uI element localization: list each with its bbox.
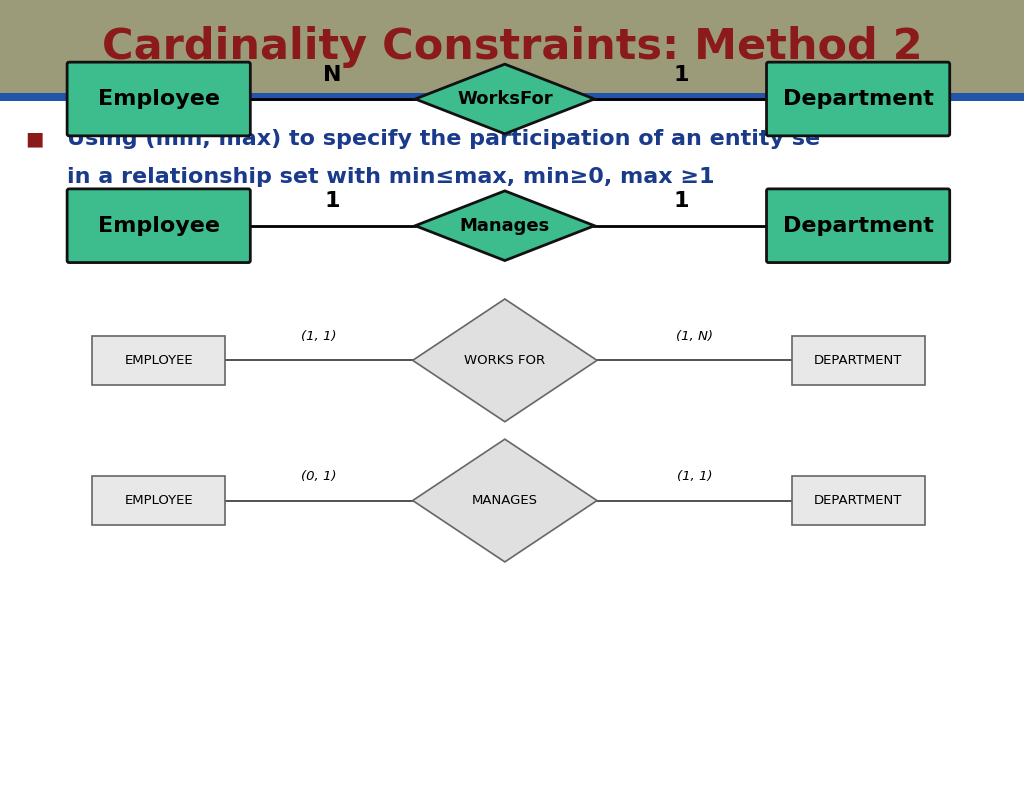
FancyBboxPatch shape	[92, 476, 225, 525]
Polygon shape	[413, 299, 597, 421]
Text: EMPLOYEE: EMPLOYEE	[124, 494, 194, 507]
Text: 1: 1	[674, 192, 689, 211]
Text: MANAGES: MANAGES	[472, 494, 538, 507]
Text: WORKS FOR: WORKS FOR	[464, 354, 546, 367]
Text: (1, 1): (1, 1)	[301, 330, 337, 343]
FancyBboxPatch shape	[92, 336, 225, 385]
Text: in a relationship set with min≤max, min≥0, max ≥1: in a relationship set with min≤max, min≥…	[67, 166, 714, 187]
Text: N: N	[323, 65, 341, 85]
Text: (1, N): (1, N)	[676, 330, 713, 343]
Text: (1, 1): (1, 1)	[677, 470, 712, 483]
Text: Department: Department	[782, 215, 934, 236]
Text: DEPARTMENT: DEPARTMENT	[814, 494, 902, 507]
FancyBboxPatch shape	[68, 62, 250, 136]
Polygon shape	[416, 64, 594, 134]
Text: (0, 1): (0, 1)	[301, 470, 337, 483]
FancyBboxPatch shape	[767, 188, 949, 263]
FancyBboxPatch shape	[68, 188, 250, 263]
FancyBboxPatch shape	[792, 476, 925, 525]
Polygon shape	[413, 439, 597, 562]
Text: WorksFor: WorksFor	[457, 90, 553, 108]
Text: Department: Department	[782, 89, 934, 109]
Text: DEPARTMENT: DEPARTMENT	[814, 354, 902, 367]
Text: Manages: Manages	[460, 217, 550, 234]
Text: Cardinality Constraints: Method 2: Cardinality Constraints: Method 2	[101, 25, 923, 68]
Text: EMPLOYEE: EMPLOYEE	[124, 354, 194, 367]
Text: 1: 1	[674, 65, 689, 85]
Text: Using (min, max) to specify the participation of an entity se: Using (min, max) to specify the particip…	[67, 129, 819, 150]
Bar	[0, 0, 1024, 93]
FancyBboxPatch shape	[767, 62, 949, 136]
Text: Employee: Employee	[97, 215, 220, 236]
FancyBboxPatch shape	[792, 336, 925, 385]
Text: ■: ■	[26, 130, 44, 149]
Text: Employee: Employee	[97, 89, 220, 109]
Bar	[0, 93, 1024, 101]
Text: 1: 1	[324, 192, 340, 211]
Polygon shape	[416, 191, 594, 261]
